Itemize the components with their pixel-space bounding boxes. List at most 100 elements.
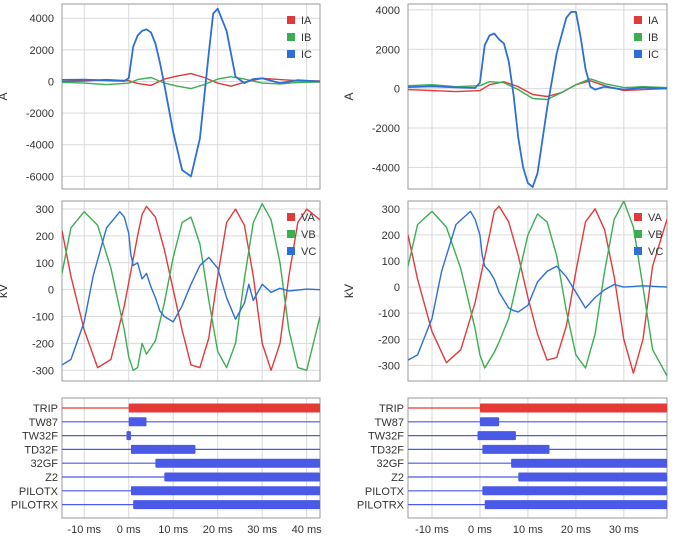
y-tick-label: -300	[32, 365, 54, 377]
right-voltage-panel: 300 200 100 0 -100 -200 -300 kV VA VB VC	[342, 200, 668, 382]
channel-on-bar-tw87	[128, 417, 147, 427]
y-tick-label: 100	[36, 258, 54, 270]
channel-on-bar-tw32f	[477, 431, 516, 441]
plot-frame	[61, 3, 321, 190]
y-tick-label: -4000	[372, 162, 400, 174]
legend-label-va: VA	[648, 212, 663, 224]
plot-frame	[61, 397, 321, 519]
y-tick-label: -6000	[26, 171, 54, 183]
channel-on-bar-tw87	[479, 417, 500, 427]
y-axis-label: A	[0, 92, 10, 100]
series-vb-line	[62, 202, 320, 371]
channel-label-trip: TRIP	[379, 403, 404, 415]
legend-swatch-ia	[634, 16, 642, 24]
series-va-line	[408, 205, 667, 374]
y-tick-label: 0	[394, 84, 400, 96]
x-tick-label: 40 ms	[292, 524, 322, 536]
channel-label-pilotx: PILOTX	[19, 486, 59, 498]
channel-label-tw87: TW87	[375, 417, 404, 429]
channel-label-z2: Z2	[45, 472, 58, 484]
y-axis-label: kV	[342, 284, 356, 298]
channel-on-bar-pilotrx	[133, 500, 320, 510]
x-tick-label: 30 ms	[247, 524, 277, 536]
y-tick-label: 200	[382, 230, 400, 242]
x-tick-label: 30 ms	[609, 524, 639, 536]
legend-swatch-ib	[287, 33, 295, 41]
series-ib-line	[62, 75, 320, 90]
y-tick-label: -200	[32, 338, 54, 350]
channel-label-td32f: TD32F	[24, 444, 58, 456]
channel-label-td32f: TD32F	[370, 444, 404, 456]
channel-on-bar-z2	[518, 472, 667, 482]
x-tick-label: 0 ms	[468, 524, 492, 536]
series-ib-line	[408, 78, 667, 101]
y-tick-label: 300	[382, 204, 400, 216]
y-tick-label: 4000	[376, 5, 400, 17]
legend-label-vb: VB	[301, 229, 316, 241]
y-tick-label: -200	[378, 334, 400, 346]
legend-label-vc: VC	[301, 246, 316, 258]
legend-swatch-vb	[287, 230, 295, 238]
legend-label-ib: IB	[648, 32, 658, 44]
series-vb-line	[408, 201, 667, 377]
x-tick-label: 10 ms	[158, 524, 188, 536]
channel-on-bar-td32f	[482, 444, 550, 454]
channel-label-32gf: 32GF	[30, 458, 58, 470]
legend-swatch-va	[287, 213, 295, 221]
y-tick-label: 0	[48, 76, 54, 88]
legend-swatch-ic	[287, 50, 295, 58]
channel-on-bar-td32f	[130, 444, 196, 454]
channel-on-bar-pilotx	[482, 486, 667, 496]
y-tick-label: 2000	[30, 45, 54, 57]
channel-on-bar-pilotx	[130, 486, 320, 496]
x-tick-label: -10 ms	[67, 524, 101, 536]
y-tick-label: 300	[36, 204, 54, 216]
x-tick-label: -10 ms	[415, 524, 449, 536]
y-tick-label: -4000	[26, 140, 54, 152]
plot-frame	[407, 397, 668, 519]
y-tick-label: -2000	[372, 123, 400, 135]
legend-swatch-ia	[287, 16, 295, 24]
channel-on-bar-32gf	[155, 458, 320, 468]
legend-label-vc: VC	[648, 246, 663, 258]
right-current-panel: 4000 2000 0 -2000 -4000 A IA IB IC	[342, 3, 668, 190]
plot-frame	[407, 3, 668, 190]
x-tick-label: 0 ms	[117, 524, 141, 536]
channel-label-32gf: 32GF	[376, 458, 404, 470]
x-tick-label: 20 ms	[561, 524, 591, 536]
legend-label-ic: IC	[648, 49, 659, 61]
y-tick-label: 0	[48, 285, 54, 297]
series-ic-line	[62, 7, 320, 178]
legend-label-va: VA	[301, 212, 316, 224]
channel-label-pilotrx: PILOTRX	[357, 500, 405, 512]
channel-on-bar-z2	[164, 472, 320, 482]
y-tick-label: -2000	[26, 108, 54, 120]
channel-label-pilotrx: PILOTRX	[11, 500, 59, 512]
legend-swatch-vc	[287, 247, 295, 255]
y-tick-label: -300	[378, 360, 400, 372]
series-va-line	[62, 205, 320, 371]
channel-label-tw87: TW87	[29, 417, 58, 429]
y-tick-label: 200	[36, 231, 54, 243]
channel-on-bar-tw32f	[126, 431, 131, 441]
y-axis-label: A	[342, 92, 356, 100]
legend-label-ia: IA	[301, 15, 312, 27]
y-axis-label: kV	[0, 284, 10, 298]
y-tick-label: 0	[394, 282, 400, 294]
legend-label-ic: IC	[301, 49, 312, 61]
plot-frame	[61, 200, 321, 382]
left-voltage-panel: 300 200 100 0 -100 -200 -300 kV VA VB VC	[0, 200, 321, 382]
channel-on-bar-32gf	[511, 458, 667, 468]
legend-swatch-ic	[634, 50, 642, 58]
y-tick-label: 4000	[30, 13, 54, 25]
x-tick-label: 10 ms	[513, 524, 543, 536]
channel-label-tw32f: TW32F	[368, 431, 404, 443]
channel-on-bar-trip	[479, 403, 667, 413]
plot-frame	[407, 200, 668, 382]
channel-label-tw32f: TW32F	[22, 431, 58, 443]
channel-label-z2: Z2	[391, 472, 404, 484]
series-ic-line	[408, 10, 667, 188]
